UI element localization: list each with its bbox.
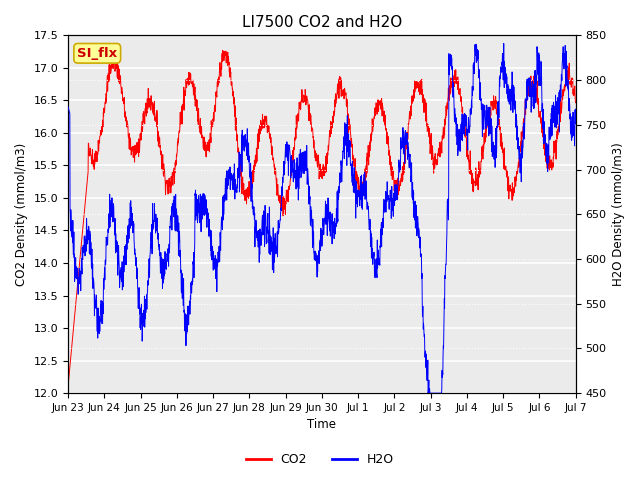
Title: LI7500 CO2 and H2O: LI7500 CO2 and H2O — [242, 15, 402, 30]
Legend: CO2, H2O: CO2, H2O — [241, 448, 399, 471]
Y-axis label: H2O Density (mmol/m3): H2O Density (mmol/m3) — [612, 143, 625, 286]
Text: SI_flx: SI_flx — [77, 47, 117, 60]
X-axis label: Time: Time — [307, 419, 336, 432]
Y-axis label: CO2 Density (mmol/m3): CO2 Density (mmol/m3) — [15, 143, 28, 286]
